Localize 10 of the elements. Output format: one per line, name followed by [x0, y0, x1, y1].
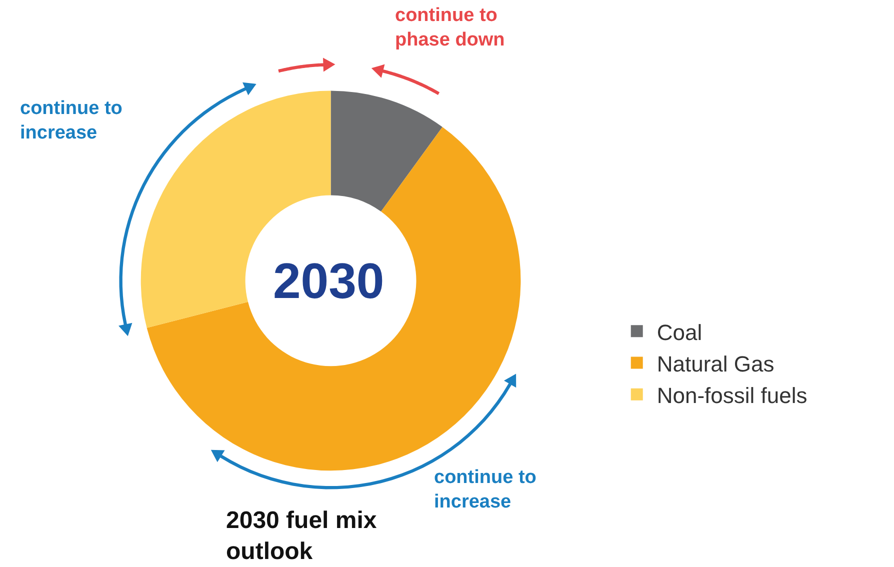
legend-label: Natural Gas: [656, 351, 774, 376]
text: 2030: [273, 253, 384, 309]
text: continue to phase down: [395, 5, 505, 51]
donut-slice: [146, 126, 521, 470]
text: 2030 fuel mix outlook: [226, 507, 378, 566]
legend-label: Coal: [656, 320, 702, 345]
text: continue to increase: [434, 467, 536, 513]
legend-label: Non-fossil fuels: [656, 382, 808, 408]
donut-slice: [330, 90, 442, 212]
text: continue to increase: [20, 98, 122, 144]
